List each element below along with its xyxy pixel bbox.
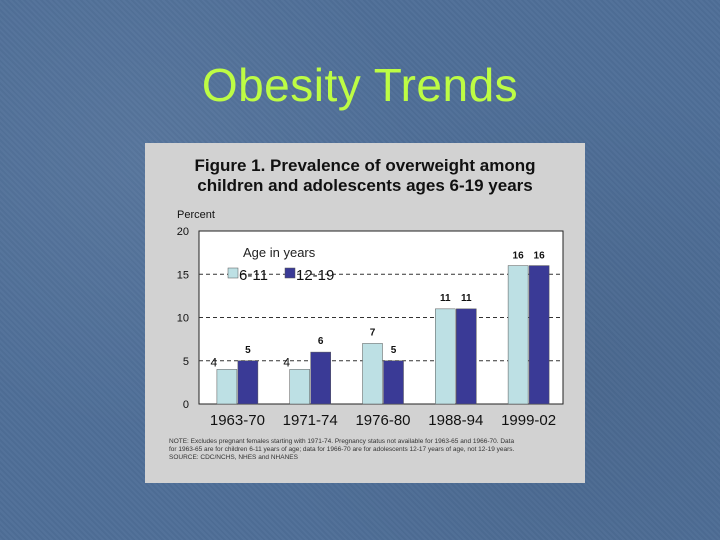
x-tick-label: 1988-94 <box>428 412 483 429</box>
bar-12-19-1976-80 <box>383 360 404 405</box>
y-tick-label: 15 <box>177 269 189 281</box>
figure-note-line-2: for 1963-65 are for children 6-11 years … <box>169 446 515 453</box>
y-tick-label: 20 <box>177 226 189 238</box>
legend-swatch-6-11 <box>227 267 239 279</box>
y-tick-label: 5 <box>183 356 189 368</box>
figure-title-line-1: Figure 1. Prevalence of overweight among <box>194 156 536 175</box>
data-label: 4 <box>283 355 290 369</box>
slide-title: Obesity Trends <box>201 59 519 111</box>
bar-12-19-1971-74 <box>310 351 331 405</box>
bar-6-11-1988-94 <box>435 308 456 405</box>
bar-6-11-1963-70 <box>216 369 238 405</box>
y-axis-label: Percent <box>177 209 215 221</box>
x-tick-label: 1963-70 <box>210 412 265 429</box>
data-label: 11 <box>440 293 451 304</box>
figure-note-line-1: NOTE: Excludes pregnant females starting… <box>169 438 515 445</box>
figure-title-line-2: children and adolescents ages 6-19 years <box>197 176 533 195</box>
legend-swatch-12-19 <box>284 267 296 279</box>
bar-6-11-1999-02 <box>507 265 529 405</box>
figure-panel: Percent 0 5 10 15 20 4 5 1963-70 4 6 1971-74 7 5 1976-… <box>145 143 585 483</box>
data-label: 7 <box>370 327 376 338</box>
figure-source-line: SOURCE: CDC/NCHS, NHES and NHANES <box>169 454 298 461</box>
data-label: 5 <box>391 345 397 356</box>
data-label: 16 <box>534 251 546 262</box>
x-tick-label: 1976-80 <box>355 412 410 429</box>
bar-12-19-1963-70 <box>237 360 259 405</box>
data-label: 11 <box>461 293 472 304</box>
bar-chart: Percent 0 5 10 15 20 4 5 1963-70 4 6 1971-74 7 5 1976-… <box>177 209 564 429</box>
y-tick-label: 10 <box>177 313 189 325</box>
x-tick-label: 1971-74 <box>283 412 338 429</box>
legend-label-12-19: 12-19 <box>296 267 334 284</box>
data-label: 6 <box>318 336 324 347</box>
x-tick-label: 1999-02 <box>501 412 556 429</box>
bar-6-11-1971-74 <box>289 369 310 405</box>
legend-title: Age in years <box>243 245 316 260</box>
figure-note: NOTE: Excludes pregnant females starting… <box>169 438 579 462</box>
figure-title: Figure 1. Prevalence of overweight among… <box>145 156 585 196</box>
bar-6-11-1976-80 <box>362 343 383 405</box>
bar-12-19-1999-02 <box>528 265 550 405</box>
bar-12-19-1988-94 <box>456 308 477 405</box>
data-label: 4 <box>211 355 218 369</box>
data-label: 16 <box>513 251 525 262</box>
legend-label-6-11: 6-11 <box>239 267 268 284</box>
data-label: 5 <box>245 345 251 356</box>
y-tick-label: 0 <box>183 399 189 411</box>
